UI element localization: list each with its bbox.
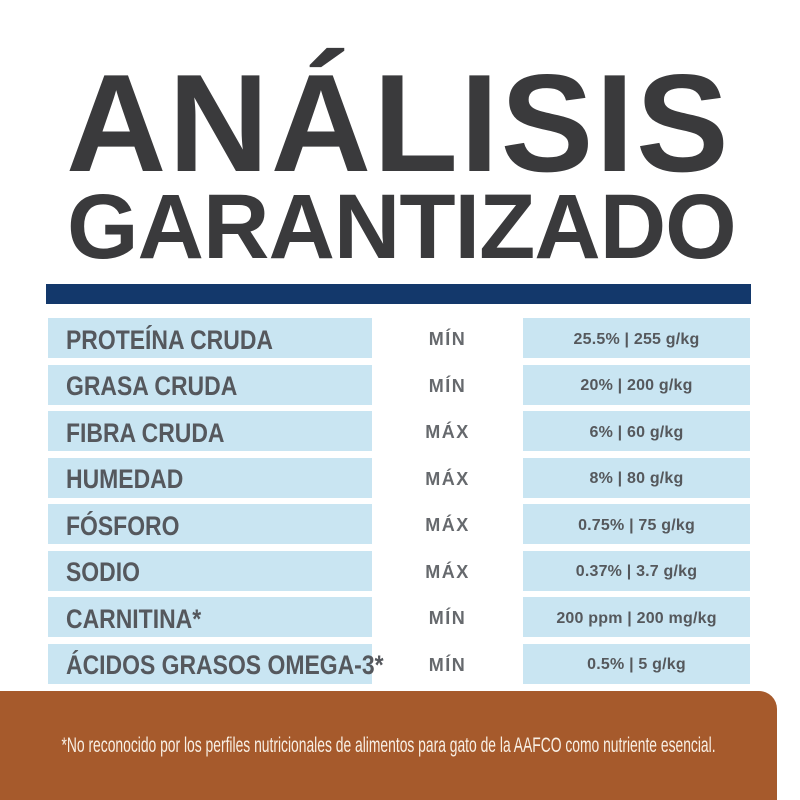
limit-cell: MÁX <box>425 422 470 442</box>
page-title-line-1: ANÁLISIS <box>66 46 731 201</box>
value-cell: 20% | 200 g/kg <box>523 364 750 405</box>
nutrient-cell: FIBRA CRUDA <box>48 411 372 451</box>
limit-cell: MÁX <box>425 561 470 582</box>
nutrient-cell: HUMEDAD <box>48 457 372 498</box>
limit-cell: MÍN <box>428 654 467 675</box>
nutrient-name: FÓSFORO <box>66 510 180 541</box>
page-title-line-2: GARANTIZADO <box>67 176 737 278</box>
table-row: PROTEÍNA CRUDA MÍN 25.5% | 255 g/kg <box>48 318 750 358</box>
value-cell: 8% | 80 g/kg <box>523 457 750 498</box>
nutrient-name: PROTEÍNA CRUDA <box>66 324 273 355</box>
nutrient-cell: ÁCIDOS GRASOS OMEGA-3* <box>48 643 384 684</box>
nutrient-name: ÁCIDOS GRASOS OMEGA-3* <box>66 650 384 680</box>
limit-cell: MÍN <box>428 329 467 349</box>
value-cell: 200 ppm | 200 mg/kg <box>523 597 750 637</box>
footnote-text: *No reconocido por los perfiles nutricio… <box>61 733 716 757</box>
nutrient-cell: FÓSFORO <box>48 504 372 544</box>
table-row: FÓSFORO MÁX 0.75% | 75 g/kg <box>48 504 750 544</box>
nutrient-name: HUMEDAD <box>66 464 184 494</box>
table-row: SODIO MÁX 0.37% | 3.7 g/kg <box>48 550 750 591</box>
nutrient-cell: CARNITINA* <box>48 597 372 637</box>
title-divider-bar <box>46 284 751 304</box>
nutrient-name: CARNITINA* <box>66 603 202 634</box>
nutrient-cell: GRASA CRUDA <box>48 364 372 405</box>
limit-cell: MÍN <box>428 608 467 628</box>
limit-cell: MÁX <box>425 468 470 489</box>
value-cell: 0.75% | 75 g/kg <box>523 504 750 544</box>
table-row: ÁCIDOS GRASOS OMEGA-3* MÍN 0.5% | 5 g/kg <box>48 643 750 684</box>
limit-cell: MÍN <box>428 375 467 396</box>
value-cell: 25.5% | 255 g/kg <box>523 318 750 358</box>
table-row: FIBRA CRUDA MÁX 6% | 60 g/kg <box>48 411 750 451</box>
value-cell: 0.5% | 5 g/kg <box>523 643 750 684</box>
nutrient-cell: SODIO <box>48 550 372 591</box>
nutrient-name: SODIO <box>66 557 140 587</box>
value-cell: 0.37% | 3.7 g/kg <box>523 550 750 591</box>
nutrient-name: FIBRA CRUDA <box>66 417 225 448</box>
nutrient-cell: PROTEÍNA CRUDA <box>48 318 372 358</box>
value-cell: 6% | 60 g/kg <box>523 411 750 451</box>
limit-cell: MÁX <box>425 515 470 535</box>
analysis-table: PROTEÍNA CRUDA MÍN 25.5% | 255 g/kg GRAS… <box>48 318 750 684</box>
footnote-bar: *No reconocido por los perfiles nutricio… <box>0 691 777 800</box>
table-row: CARNITINA* MÍN 200 ppm | 200 mg/kg <box>48 597 750 637</box>
nutrient-name: GRASA CRUDA <box>66 371 238 401</box>
table-row: HUMEDAD MÁX 8% | 80 g/kg <box>48 457 750 498</box>
table-row: GRASA CRUDA MÍN 20% | 200 g/kg <box>48 364 750 405</box>
